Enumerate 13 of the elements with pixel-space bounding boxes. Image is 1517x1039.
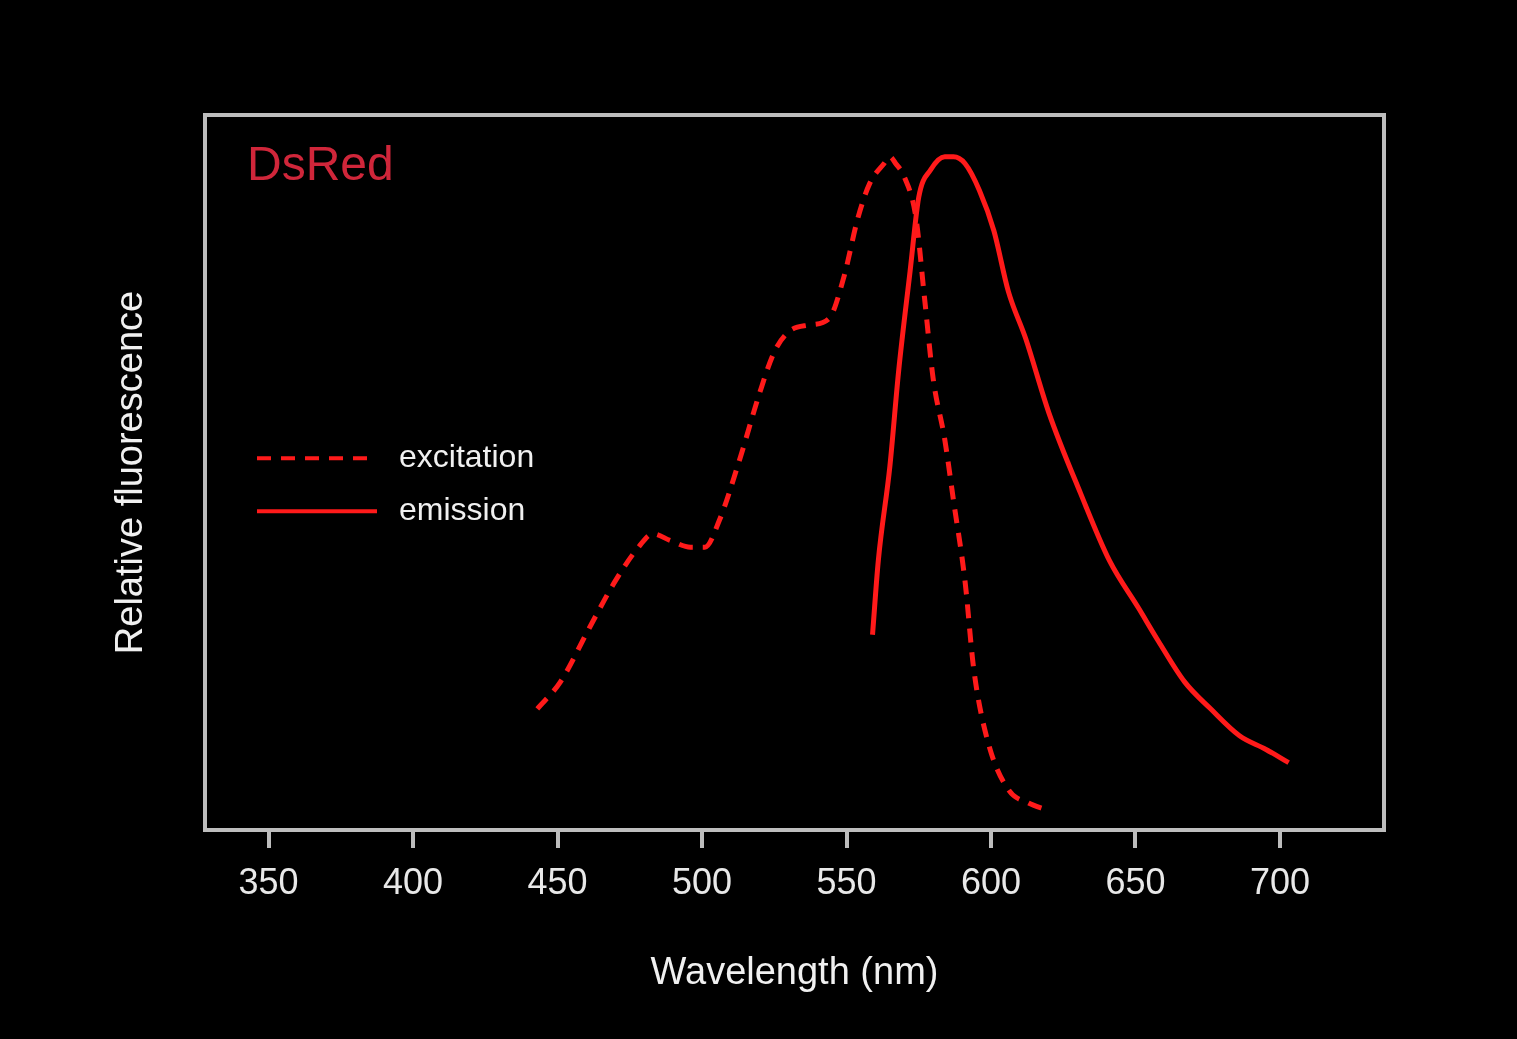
x-tick-label: 700 — [1249, 860, 1311, 902]
x-axis-title: Wavelength (nm) — [650, 949, 939, 992]
x-tick-label: 650 — [1105, 860, 1166, 902]
legend-label: excitation — [399, 438, 535, 475]
x-tick-label: 350 — [238, 860, 299, 902]
x-tick-label: 550 — [816, 860, 877, 902]
legend-label: emission — [399, 491, 526, 528]
x-tick-label: 600 — [960, 860, 1022, 902]
x-tick-label: 500 — [671, 860, 733, 902]
chart-title: DsRed — [247, 137, 394, 191]
x-tick-label: 400 — [383, 860, 444, 902]
y-axis-title: Relative fluorescence — [108, 290, 151, 655]
x-tick-label: 450 — [527, 860, 588, 902]
